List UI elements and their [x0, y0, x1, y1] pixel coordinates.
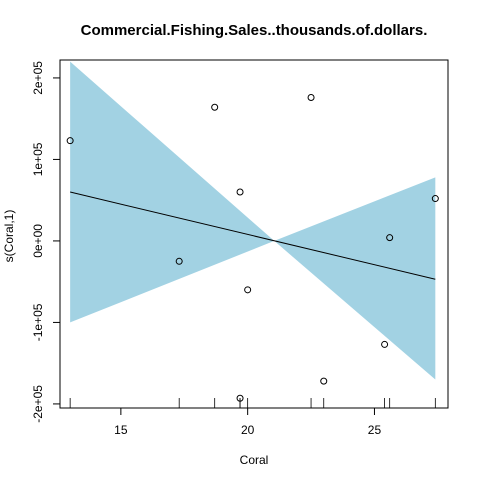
data-point — [431, 195, 439, 203]
plot-area: 15 20 25 -2e+05 -1e+05 0e+00 1e+05 2e+05 — [31, 59, 449, 437]
confidence-band — [70, 61, 436, 380]
plot-frame — [59, 59, 449, 409]
data-point — [381, 340, 389, 348]
x-axis-label: Coral — [240, 453, 269, 467]
y-tick-label: -2e+05 — [31, 385, 45, 423]
data-point — [320, 377, 328, 385]
y-tick-label: 1e+05 — [31, 142, 45, 176]
data-point — [236, 188, 244, 196]
data-point — [66, 137, 74, 145]
fit-line — [70, 191, 436, 280]
chart-title: Commercial.Fishing.Sales..thousands.of.d… — [81, 22, 428, 39]
data-point — [307, 93, 315, 101]
x-tick-label: 15 — [114, 423, 128, 437]
data-point — [386, 234, 394, 242]
data-point — [175, 257, 183, 265]
data-point — [211, 103, 219, 111]
y-tick-label: 2e+05 — [31, 61, 45, 95]
y-tick-label: 0e+00 — [31, 224, 45, 258]
data-point — [244, 286, 252, 294]
y-tick-label: -1e+05 — [31, 303, 45, 341]
x-tick-label: 20 — [241, 423, 255, 437]
y-axis-label: s(Coral,1) — [2, 210, 16, 263]
x-tick-label: 25 — [368, 423, 382, 437]
